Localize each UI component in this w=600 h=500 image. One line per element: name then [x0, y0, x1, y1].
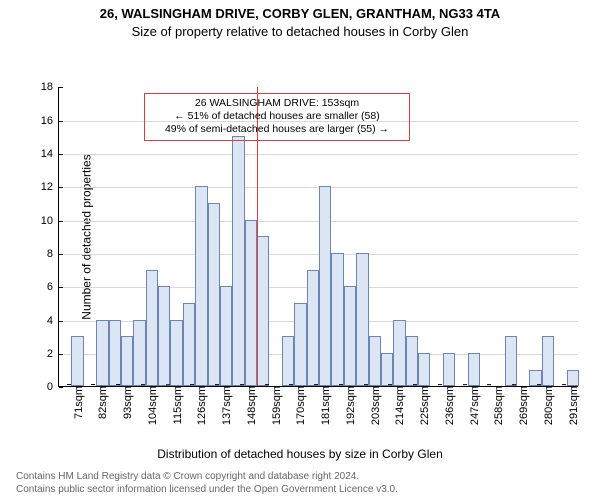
histogram-bar — [257, 236, 269, 386]
histogram-bar — [232, 136, 244, 386]
histogram-bar — [245, 220, 257, 387]
x-tick-label: 269sqm — [516, 386, 530, 425]
plot-area: 02468101214161871sqm82sqm93sqm104sqm115s… — [58, 87, 578, 387]
x-tick-label: 236sqm — [442, 386, 456, 425]
x-tick-label: 181sqm — [318, 386, 332, 425]
gridline — [59, 154, 578, 155]
x-tick-label: 291sqm — [566, 386, 580, 425]
y-tick-label: 16 — [41, 115, 59, 127]
histogram-bar — [208, 203, 220, 386]
annotation-line-3: 49% of semi-detached houses are larger (… — [151, 123, 403, 136]
x-axis-label: Distribution of detached houses by size … — [0, 447, 600, 461]
footer-attribution: Contains HM Land Registry data © Crown c… — [0, 471, 600, 496]
histogram-bar — [294, 303, 306, 386]
histogram-bar — [567, 370, 579, 387]
histogram-bar — [220, 286, 232, 386]
x-tick-label: 104sqm — [145, 386, 159, 425]
x-tick-label: 203sqm — [368, 386, 382, 425]
histogram-bar — [369, 336, 381, 386]
histogram-bar — [356, 253, 368, 386]
x-tick-label: 170sqm — [293, 386, 307, 425]
x-tick-label: 280sqm — [541, 386, 555, 425]
histogram-bar — [344, 286, 356, 386]
annotation-line-1: 26 WALSINGHAM DRIVE: 153sqm — [151, 97, 403, 110]
histogram-bar — [468, 353, 480, 386]
histogram-bar — [418, 353, 430, 386]
y-tick-label: 8 — [47, 248, 59, 260]
x-tick-label: 214sqm — [392, 386, 406, 425]
histogram-bar — [393, 320, 405, 387]
histogram-bar — [307, 270, 319, 387]
x-tick-label: 137sqm — [219, 386, 233, 425]
histogram-bar — [331, 253, 343, 386]
footer-line-2: Contains public sector information licen… — [16, 484, 600, 497]
histogram-bar — [96, 320, 108, 387]
footer-line-1: Contains HM Land Registry data © Crown c… — [16, 471, 600, 484]
histogram-bar — [319, 186, 331, 386]
histogram-bar — [121, 336, 133, 386]
histogram-bar — [71, 336, 83, 386]
histogram-bar — [183, 303, 195, 386]
x-tick-label: 71sqm — [71, 386, 85, 419]
annotation-line-2: ← 51% of detached houses are smaller (58… — [151, 110, 403, 123]
x-tick-label: 225sqm — [417, 386, 431, 425]
histogram-bar — [146, 270, 158, 387]
x-tick-label: 192sqm — [343, 386, 357, 425]
histogram-bar — [406, 336, 418, 386]
x-tick-label: 148sqm — [244, 386, 258, 425]
annotation-box: 26 WALSINGHAM DRIVE: 153sqm ← 51% of det… — [144, 93, 410, 140]
x-tick-label: 115sqm — [170, 386, 184, 424]
x-tick-label: 247sqm — [467, 386, 481, 425]
x-tick-label: 126sqm — [194, 386, 208, 425]
y-tick-label: 14 — [41, 148, 59, 160]
histogram-bar — [195, 186, 207, 386]
x-tick-label: 93sqm — [120, 386, 134, 419]
page-title-1: 26, WALSINGHAM DRIVE, CORBY GLEN, GRANTH… — [0, 0, 600, 22]
histogram-bar — [282, 336, 294, 386]
x-tick-label: 258sqm — [491, 386, 505, 425]
y-tick-label: 12 — [41, 181, 59, 193]
y-tick-label: 18 — [41, 81, 59, 93]
y-tick-label: 2 — [47, 348, 59, 360]
page-title-2: Size of property relative to detached ho… — [0, 22, 600, 40]
y-tick-label: 0 — [47, 381, 59, 393]
x-tick-label: 159sqm — [269, 386, 283, 425]
histogram-bar — [170, 320, 182, 387]
y-tick-label: 6 — [47, 281, 59, 293]
histogram-bar — [542, 336, 554, 386]
y-tick-label: 4 — [47, 315, 59, 327]
histogram-bar — [443, 353, 455, 386]
x-tick-label: 82sqm — [95, 386, 109, 419]
histogram-bar — [158, 286, 170, 386]
histogram-bar — [109, 320, 121, 387]
histogram-bar — [133, 320, 145, 387]
histogram-bar — [381, 353, 393, 386]
y-tick-label: 10 — [41, 215, 59, 227]
histogram-bar — [505, 336, 517, 386]
